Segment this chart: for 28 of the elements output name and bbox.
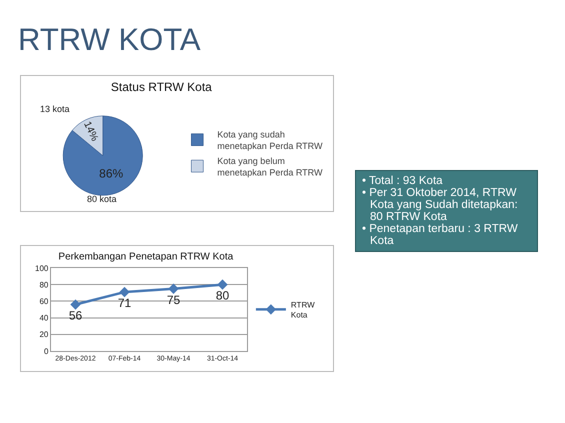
data-label: 86% [99,166,124,181]
data-label: 75 [166,292,180,307]
text: • Total : 93 Kota [362,175,444,187]
legend-label: Kota yang sudah menetapkan Perda RTRW [217,129,324,152]
y-tick-label: 0 [44,346,49,356]
legend-label: Kota yang belum menetapkan Perda RTRW [217,156,324,178]
data-label: 14% [81,120,100,144]
point [217,279,228,290]
data-label: 56 [68,308,82,323]
y-tick-label: 100 [35,264,49,273]
data-label: 71 [118,296,132,310]
text: 80 kota [87,194,117,204]
y-tick-label: 20 [39,330,49,340]
text: • Penetapan terbaru : 3 RTRW Kota [362,223,519,247]
y-tick-label: 40 [39,314,49,323]
chart-title: Perkembangan Penetapan RTRW Kota [58,251,234,262]
point [70,299,81,310]
y-tick-label: 80 [39,280,49,290]
legend-label: RTRW Kota [290,300,316,320]
point [119,286,130,298]
text: • Per 31 Oktober 2014, RTRW Kota yang Sudah ditetapkan: 80 RTRW Kota [362,187,519,223]
text: RTRW KOTA [18,22,201,58]
chart-title: Status RTRW Kota [110,80,212,94]
y-tick-label: 60 [39,297,49,306]
text: 13 kota [40,104,70,114]
data-label: 80 [216,288,230,303]
pie-slice [62,116,143,196]
point [168,284,179,294]
